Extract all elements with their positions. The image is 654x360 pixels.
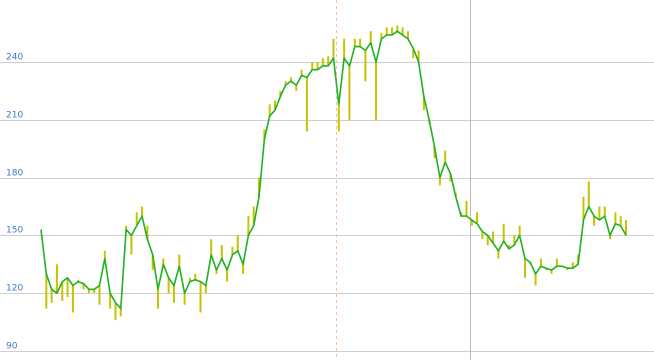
series-line [40,30,627,310]
y-tick-label-180: 180 [6,169,23,179]
y-tick-label-210: 210 [6,111,23,121]
y-tick-label-150: 150 [6,226,23,236]
vertical-markers [336,0,471,360]
y-tick-label-120: 120 [6,284,23,294]
y-axis-tick-labels: 90 120 150 180 210 240 [6,53,23,352]
y-tick-label-90: 90 [6,342,18,352]
y-tick-label-240: 240 [6,53,23,63]
gridlines [0,62,654,352]
bar-series [45,25,627,321]
line-series [40,30,627,310]
